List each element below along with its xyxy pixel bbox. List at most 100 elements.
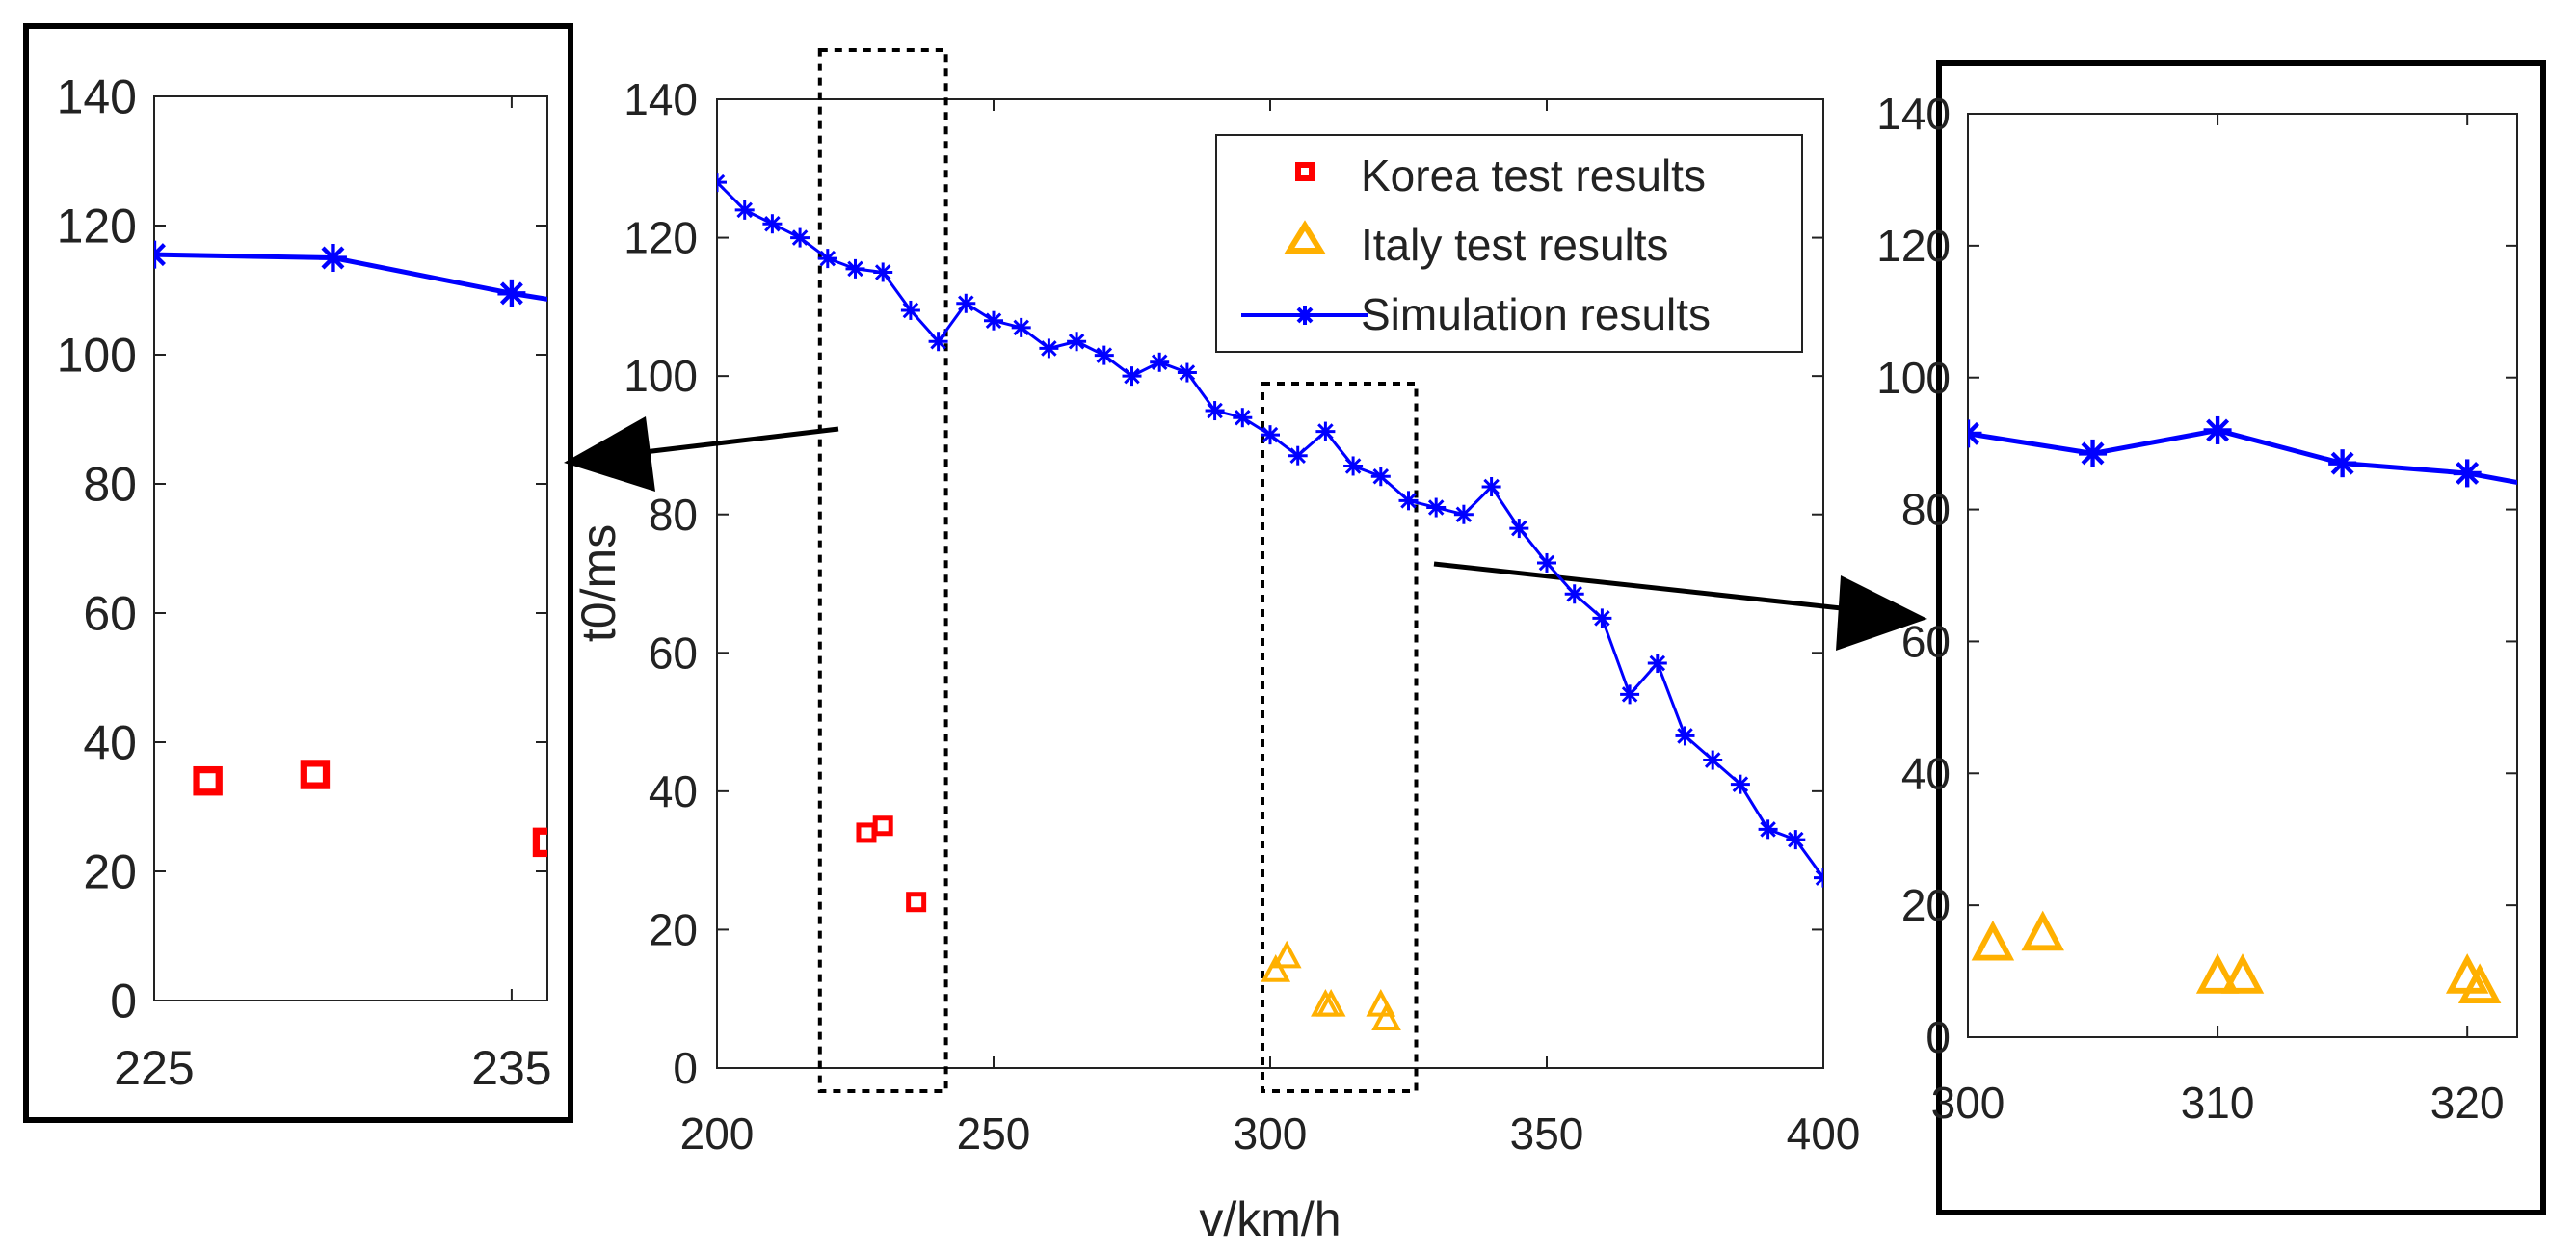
zoom-right-ticks: 0 20 40 60 80 100 120 140 300 310 320 [1876, 89, 2517, 1128]
x-tick-label: 350 [1510, 1108, 1584, 1159]
italy-point [1371, 1002, 1401, 1030]
simulation-point [956, 293, 976, 313]
y-tick-label: 20 [1901, 880, 1951, 930]
y-tick-label: 0 [673, 1043, 698, 1093]
simulation-point [717, 173, 727, 193]
y-tick-label: 140 [1876, 89, 1951, 139]
simulation-point [1426, 497, 1447, 518]
simulation-point [1150, 352, 1170, 372]
y-tick-label: 80 [1901, 485, 1951, 535]
simulation-point [873, 262, 893, 282]
y-tick-label: 40 [649, 766, 698, 816]
main-highlight-boxes [817, 48, 1419, 1093]
legend-italy-marker [1284, 220, 1326, 254]
simulation-point [900, 300, 920, 320]
x-tick-label: 400 [1787, 1108, 1861, 1159]
x-tick-label: 300 [1234, 1108, 1308, 1159]
korea-point [300, 760, 331, 789]
korea-point [906, 892, 927, 913]
arrow-to-left-zoom [564, 416, 839, 492]
italy-point [2021, 910, 2064, 951]
italy-point [1271, 940, 1302, 969]
simulation-point [1315, 421, 1336, 441]
simulation-point [1537, 552, 1556, 573]
main-plot-area [717, 173, 1823, 1030]
italy-point [1971, 920, 2015, 961]
x-tick-label: 250 [957, 1108, 1031, 1159]
simulation-point [1564, 584, 1584, 604]
x-tick-label: 320 [2430, 1078, 2505, 1128]
italy-point [1261, 954, 1291, 982]
legend: Korea test results Italy test results Si… [1215, 134, 1803, 353]
simulation-point [1481, 477, 1501, 496]
highlight-box-zoom-right [1261, 382, 1419, 1093]
simulation-point [790, 227, 810, 248]
simulation-point [1261, 425, 1280, 445]
simulation-point [1011, 317, 1031, 337]
simulation-point [1814, 868, 1823, 888]
x-tick-label: 225 [114, 1041, 194, 1095]
y-tick-label: 120 [57, 200, 137, 254]
simulation-point [817, 249, 837, 269]
simulation-point [1620, 684, 1640, 705]
y-tick-label: 80 [83, 458, 137, 512]
italy-point [2220, 953, 2265, 994]
simulation-point [734, 200, 755, 220]
simulation-point [318, 244, 347, 272]
zoom-left-axes [153, 95, 548, 1001]
x-tick-label: 200 [680, 1108, 755, 1159]
legend-korea-marker [1295, 162, 1315, 181]
legend-korea-label: Korea test results [1361, 150, 1706, 200]
x-tick-label: 310 [2181, 1078, 2255, 1128]
simulation-point [1453, 504, 1474, 524]
simulation-point [1703, 750, 1723, 770]
simulation-point [1094, 345, 1114, 365]
korea-point [532, 827, 547, 858]
y-tick-label: 60 [649, 628, 698, 678]
simulation-line [1968, 427, 2517, 486]
zoom-left-frame [23, 23, 573, 1123]
y-tick-label: 60 [1901, 617, 1951, 667]
simulation-point [1968, 419, 1982, 448]
simulation-point [2079, 439, 2108, 467]
y-axis-label: t0/ms [571, 524, 625, 642]
simulation-point [154, 240, 169, 269]
y-tick-label: 100 [624, 351, 698, 401]
simulation-point [1205, 401, 1225, 421]
y-tick-label: 20 [83, 845, 137, 899]
x-tick-label: 235 [471, 1041, 551, 1095]
korea-point [193, 765, 223, 796]
simulation-point [497, 279, 526, 307]
simulation-point [1288, 445, 1308, 466]
italy-point [2457, 963, 2502, 1003]
simulation-point [984, 310, 1003, 331]
korea-point [872, 815, 893, 837]
legend-italy-label: Italy test results [1361, 220, 1669, 270]
simulation-point [1786, 830, 1806, 850]
y-tick-label: 120 [624, 213, 698, 263]
y-tick-label: 20 [649, 905, 698, 955]
y-tick-label: 80 [649, 490, 698, 540]
y-tick-label: 100 [57, 329, 137, 383]
main-ticks: 0 20 40 60 80 100 120 140 200 250 300 350 400 [624, 74, 1860, 1159]
y-tick-label: 0 [110, 975, 137, 1028]
simulation-point [1730, 774, 1750, 794]
simulation-line [154, 252, 547, 302]
y-tick-label: 140 [624, 74, 698, 124]
italy-point [2195, 953, 2240, 994]
simulation-point [1233, 408, 1253, 428]
simulation-point [1370, 467, 1391, 487]
y-tick-label: 100 [1876, 353, 1951, 403]
simulation-point [1122, 366, 1142, 387]
zoom-left-plot-area [154, 240, 547, 858]
simulation-point [1177, 362, 1197, 383]
zoom-right-plot-area [1968, 415, 2517, 1003]
korea-point [856, 822, 877, 843]
simulation-point [2453, 459, 2482, 488]
simulation-point [1039, 338, 1059, 359]
simulation-point [1758, 819, 1778, 840]
simulation-point [1592, 608, 1612, 628]
zoom-right-frame [1936, 60, 2546, 1215]
y-tick-label: 60 [83, 587, 137, 641]
